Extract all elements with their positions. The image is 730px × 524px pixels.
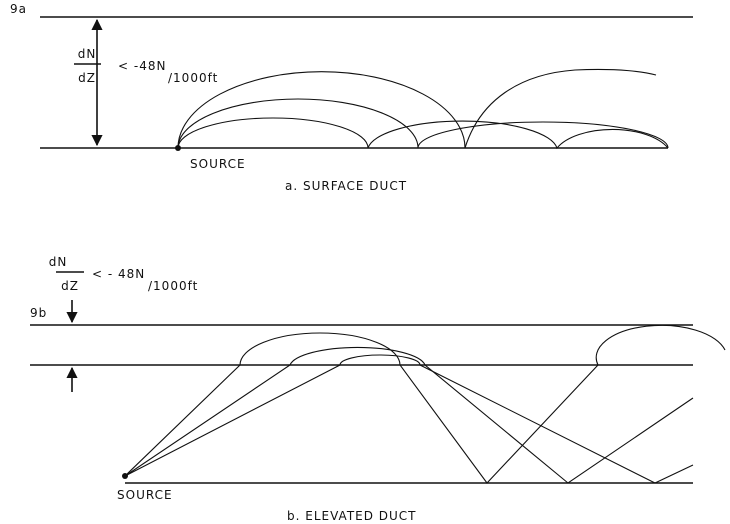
ray-path [124, 354, 694, 484]
condition: < - 48N [92, 267, 145, 281]
unit: /1000ft [168, 71, 218, 85]
caption: b. ELEVATED DUCT [287, 509, 417, 523]
caption: a. SURFACE DUCT [285, 179, 407, 193]
unit: /1000ft [148, 279, 198, 293]
ray-path [177, 71, 466, 149]
source-label: SOURCE [190, 157, 246, 171]
condition: < -48N [118, 59, 166, 73]
denominator: dZ [61, 279, 79, 293]
ray-path [464, 68, 657, 149]
panel-elevated-duct: dN dZ < - 48N /1000ft 9b SOURCE b. ELEVA… [30, 255, 726, 523]
ray-path [177, 117, 669, 150]
numerator: dN [78, 47, 97, 61]
ray-path [177, 98, 669, 149]
panel-surface-duct: 9a dN dZ < -48N /1000ft SOURCE a. SURFAC… [10, 2, 693, 193]
denominator: dZ [78, 71, 96, 85]
source-label: SOURCE [117, 488, 173, 502]
ray-path [124, 324, 726, 484]
rays [177, 68, 669, 150]
panel-label: 9b [30, 306, 47, 320]
panel-label: 9a [10, 2, 27, 16]
rays [124, 324, 726, 484]
ray-path [124, 346, 694, 484]
numerator: dN [49, 255, 68, 269]
